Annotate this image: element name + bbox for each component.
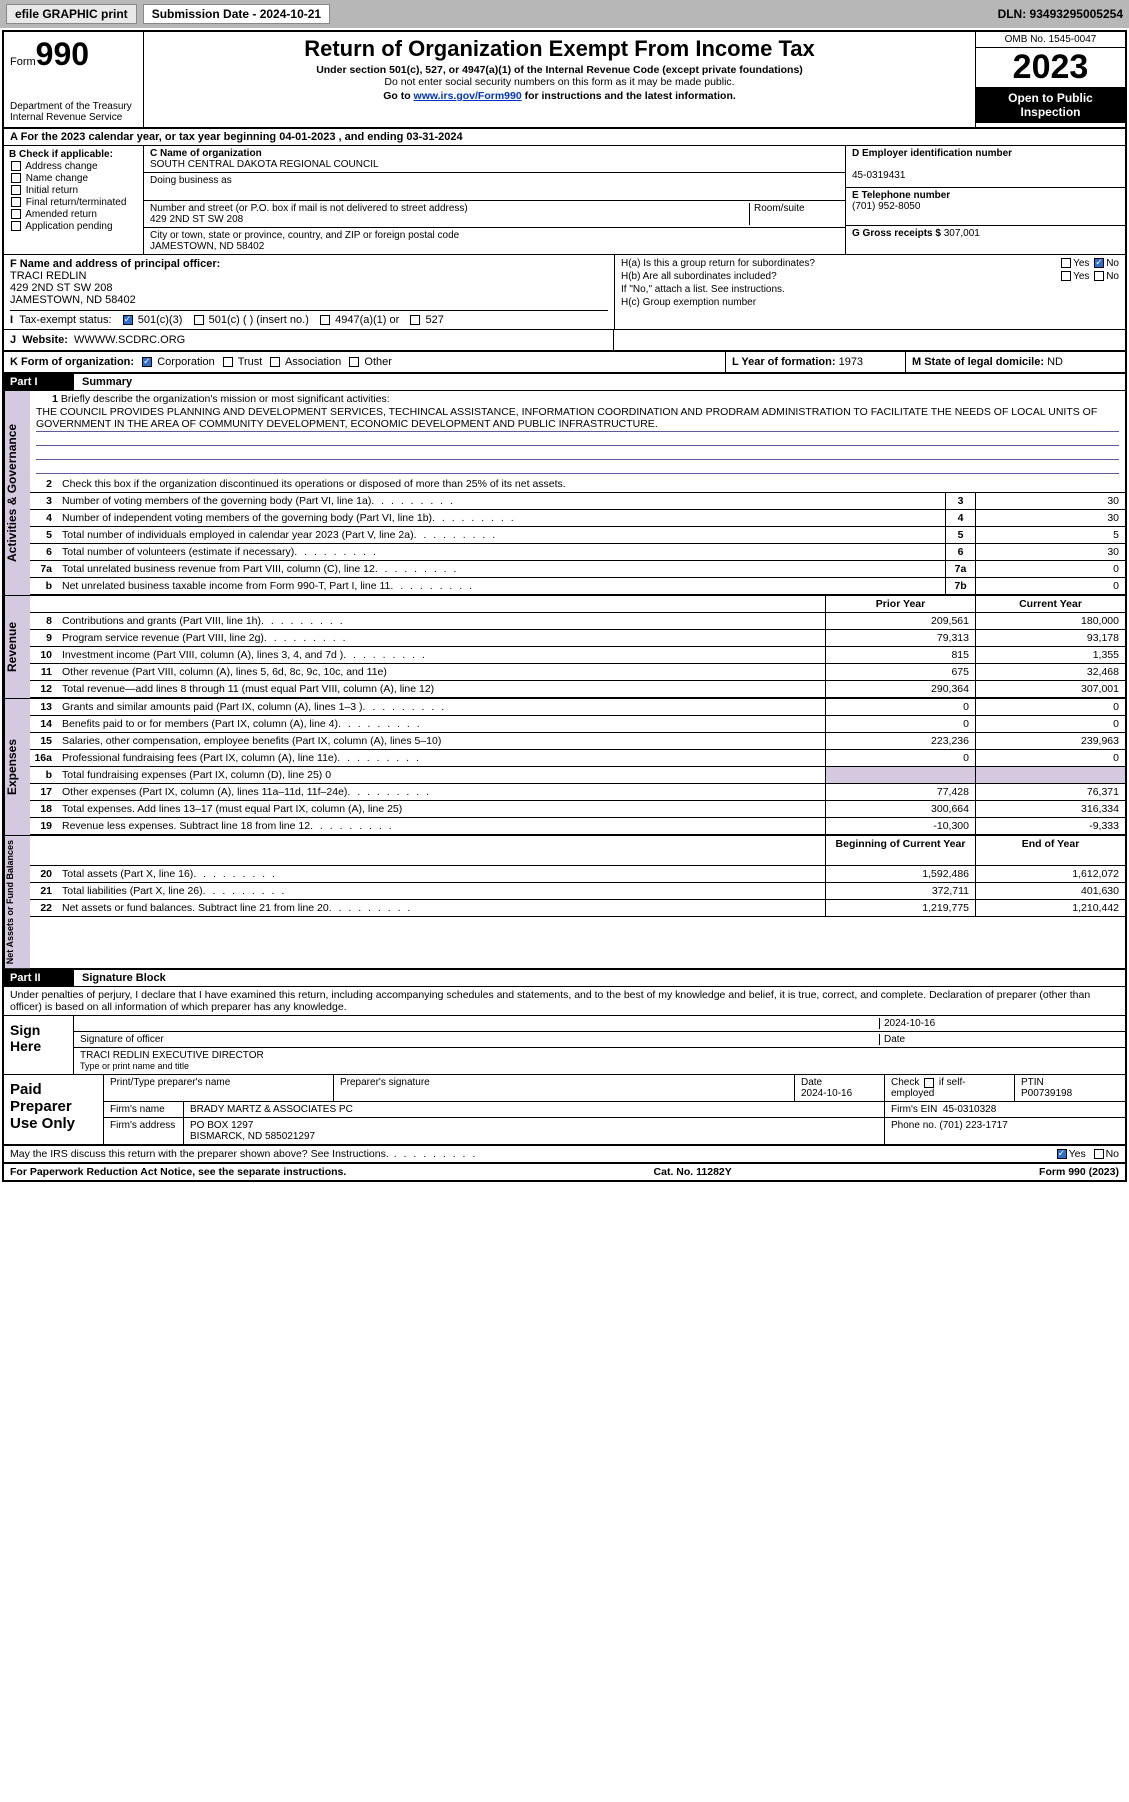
sign-date: 2024-10-16 [879, 1018, 1119, 1029]
footer-catno: Cat. No. 11282Y [654, 1166, 732, 1178]
l4-desc: Number of independent voting members of … [58, 510, 945, 526]
m-domicile-label: M State of legal domicile: [912, 356, 1044, 368]
dba-label: Doing business as [150, 175, 232, 186]
room-suite-label: Room/suite [749, 203, 839, 225]
date-label: Date [879, 1034, 1119, 1045]
l3-val: 30 [975, 493, 1125, 509]
k-form-org-label: K Form of organization: [10, 356, 134, 368]
hb-note: If "No," attach a list. See instructions… [621, 284, 1119, 295]
ptin-value: P00739198 [1021, 1088, 1072, 1099]
website-value: WWWW.SCDRC.ORG [74, 334, 185, 346]
col-end: End of Year [975, 836, 1125, 865]
form-number: 990 [36, 36, 89, 72]
subtitle-2: Do not enter social security numbers on … [148, 76, 971, 88]
mission-label: Briefly describe the organization's miss… [61, 393, 390, 405]
f-officer-label: F Name and address of principal officer: [10, 258, 220, 270]
l2-desc: Check this box if the organization disco… [58, 476, 1125, 492]
col-current: Current Year [975, 596, 1125, 612]
l7a-val: 0 [975, 561, 1125, 577]
irs-label: Internal Revenue Service [10, 112, 137, 123]
form-title: Return of Organization Exempt From Incom… [148, 36, 971, 62]
sidebar-revenue: Revenue [4, 596, 30, 698]
phone-value: (701) 952-8050 [852, 201, 920, 212]
part1-title: Summary [74, 376, 132, 388]
ha-label: H(a) Is this a group return for subordin… [621, 258, 815, 269]
sign-here-label: Sign Here [4, 1016, 74, 1074]
perjury-text: Under penalties of perjury, I declare th… [4, 987, 1125, 1016]
form-word: Form [10, 56, 36, 68]
sidebar-expenses: Expenses [4, 699, 30, 835]
form-page: Form990 Department of the Treasury Inter… [2, 30, 1127, 1182]
year-formation: 1973 [839, 356, 863, 368]
col-prior: Prior Year [825, 596, 975, 612]
dept-treasury: Department of the Treasury [10, 101, 137, 112]
e-phone-label: E Telephone number [852, 190, 950, 201]
org-name: SOUTH CENTRAL DAKOTA REGIONAL COUNCIL [150, 159, 379, 170]
submission-date: Submission Date - 2024-10-21 [143, 4, 330, 24]
hb-label: H(b) Are all subordinates included? [621, 271, 777, 282]
omb-number: OMB No. 1545-0047 [976, 32, 1125, 48]
l7b-val: 0 [975, 578, 1125, 594]
paid-preparer-label: Paid Preparer Use Only [4, 1075, 104, 1144]
l4-val: 30 [975, 510, 1125, 526]
officer-name: TRACI REDLIN [10, 270, 86, 282]
goto-prefix: Go to [383, 90, 413, 102]
firm-name: BRADY MARTZ & ASSOCIATES PC [184, 1102, 885, 1117]
sig-officer-label: Signature of officer [80, 1034, 879, 1045]
open-inspection: Open to Public Inspection [976, 87, 1125, 123]
city-state-zip: JAMESTOWN, ND 58402 [150, 241, 264, 252]
col-beginning: Beginning of Current Year [825, 836, 975, 865]
subtitle-1: Under section 501(c), 527, or 4947(a)(1)… [148, 64, 971, 76]
dln: DLN: 93493295005254 [998, 7, 1123, 21]
l7b-desc: Net unrelated business taxable income fr… [58, 578, 945, 594]
col-b-checkboxes: B Check if applicable: Address change Na… [4, 146, 144, 254]
part2-header: Part II [4, 970, 74, 986]
l3-desc: Number of voting members of the governin… [58, 493, 945, 509]
firm-ein: 45-0310328 [943, 1104, 996, 1115]
officer-sig-name: TRACI REDLIN EXECUTIVE DIRECTOR [80, 1050, 264, 1061]
l6-val: 30 [975, 544, 1125, 560]
footer-paperwork: For Paperwork Reduction Act Notice, see … [10, 1166, 346, 1178]
efile-print-btn[interactable]: efile GRAPHIC print [6, 4, 137, 24]
street-address: 429 2ND ST SW 208 [150, 214, 243, 225]
irs-link[interactable]: www.irs.gov/Form990 [414, 90, 522, 102]
l7a-desc: Total unrelated business revenue from Pa… [58, 561, 945, 577]
discuss-text: May the IRS discuss this return with the… [10, 1148, 1055, 1160]
l5-desc: Total number of individuals employed in … [58, 527, 945, 543]
city-label: City or town, state or province, country… [150, 230, 459, 241]
sidebar-governance: Activities & Governance [4, 391, 30, 595]
part2-title: Signature Block [74, 972, 166, 984]
sidebar-netassets: Net Assets or Fund Balances [4, 836, 30, 968]
tax-year: 2023 [976, 48, 1125, 87]
part1-header: Part I [4, 374, 74, 390]
j-website-label: Website: [22, 334, 68, 346]
mission-text: THE COUNCIL PROVIDES PLANNING AND DEVELO… [36, 405, 1119, 432]
i-tax-status-label: Tax-exempt status: [19, 314, 111, 326]
g-receipts-label: G Gross receipts $ [852, 228, 941, 239]
ein-value: 45-0319431 [852, 170, 905, 181]
row-a-tax-year: A For the 2023 calendar year, or tax yea… [4, 129, 1125, 146]
d-ein-label: D Employer identification number [852, 148, 1012, 159]
l6-desc: Total number of volunteers (estimate if … [58, 544, 945, 560]
addr-label: Number and street (or P.O. box if mail i… [150, 203, 468, 214]
hc-label: H(c) Group exemption number [621, 297, 1119, 308]
state-domicile: ND [1047, 356, 1063, 368]
goto-suffix: for instructions and the latest informat… [522, 90, 736, 102]
officer-addr2: JAMESTOWN, ND 58402 [10, 294, 136, 306]
gross-receipts: 307,001 [944, 228, 980, 239]
l-year-label: L Year of formation: [732, 356, 836, 368]
footer-formid: Form 990 (2023) [1039, 1166, 1119, 1178]
l5-val: 5 [975, 527, 1125, 543]
firm-phone: (701) 223-1717 [939, 1120, 1007, 1131]
c-name-label: C Name of organization [150, 148, 262, 159]
officer-addr1: 429 2ND ST SW 208 [10, 282, 113, 294]
toolbar: efile GRAPHIC print Submission Date - 20… [0, 0, 1129, 28]
